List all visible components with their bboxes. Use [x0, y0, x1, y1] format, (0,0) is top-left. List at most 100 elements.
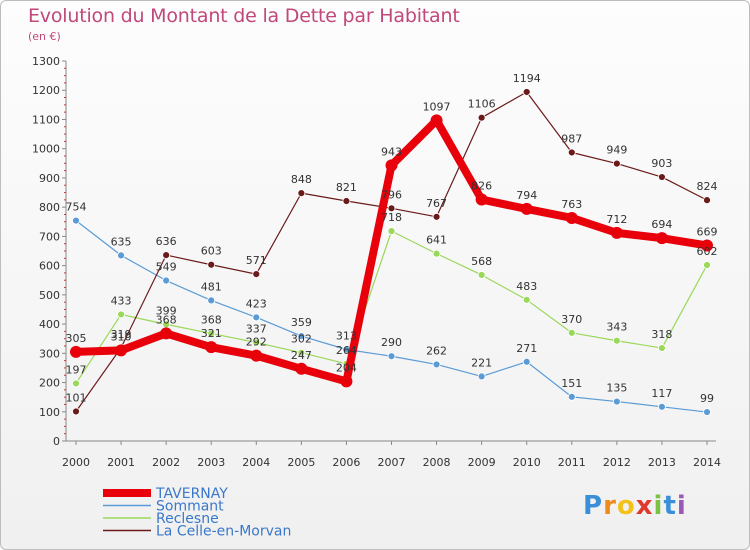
- data-label: 318: [651, 328, 672, 341]
- data-point: [658, 402, 666, 411]
- proxiti-logo: Proxiti: [583, 491, 687, 521]
- data-label: 602: [697, 245, 718, 258]
- data-point: [72, 379, 80, 388]
- data-label: 399: [156, 304, 177, 317]
- data-point: [430, 114, 443, 127]
- data-point: [387, 352, 396, 361]
- data-label: 635: [111, 235, 132, 248]
- chart-subtitle: (en €): [28, 30, 61, 43]
- data-point: [162, 251, 171, 259]
- x-tick-label: 2001: [107, 456, 135, 469]
- y-tick-label: 1000: [32, 143, 60, 156]
- data-label: 290: [381, 336, 402, 349]
- data-point: [522, 357, 531, 366]
- data-point: [475, 193, 488, 206]
- data-label: 151: [561, 377, 582, 390]
- x-tick-label: 2014: [693, 456, 721, 469]
- data-label: 763: [561, 198, 582, 211]
- y-tick-label: 1300: [32, 55, 60, 68]
- data-label: 433: [111, 294, 132, 307]
- data-point: [522, 295, 531, 304]
- data-label: 343: [606, 321, 627, 334]
- data-point: [387, 204, 396, 213]
- y-tick-label: 100: [39, 406, 60, 419]
- data-point: [477, 271, 486, 279]
- data-label: 305: [66, 332, 87, 345]
- data-point: [567, 148, 576, 157]
- x-tick-label: 2006: [332, 456, 360, 469]
- data-point: [340, 375, 353, 388]
- data-label: 718: [381, 211, 402, 224]
- data-label: 943: [381, 145, 402, 158]
- data-label: 754: [66, 201, 87, 214]
- data-point: [72, 407, 80, 416]
- data-point: [703, 408, 711, 416]
- data-label: 1097: [423, 100, 451, 113]
- data-point: [207, 329, 216, 338]
- data-point: [72, 216, 80, 225]
- data-label: 197: [66, 363, 87, 376]
- data-point: [115, 344, 128, 357]
- data-label: 636: [156, 235, 177, 248]
- data-point: [117, 310, 125, 319]
- data-label: 481: [201, 280, 222, 293]
- data-label: 321: [201, 327, 222, 340]
- data-label: 292: [246, 336, 267, 349]
- data-point: [610, 226, 623, 239]
- data-point: [567, 392, 576, 401]
- data-label: 1194: [513, 72, 541, 85]
- data-point: [385, 159, 398, 172]
- x-tick-label: 2011: [558, 456, 586, 469]
- data-label: 987: [561, 132, 582, 145]
- data-point: [207, 260, 216, 269]
- data-label: 264: [336, 344, 357, 357]
- x-tick-label: 2010: [513, 456, 541, 469]
- x-tick-label: 2003: [197, 456, 225, 469]
- data-point: [477, 113, 486, 122]
- data-point: [612, 159, 621, 168]
- chart-title: Evolution du Montant de la Dette par Hab…: [28, 5, 460, 27]
- data-point: [252, 313, 261, 322]
- y-tick-label: 800: [39, 201, 60, 214]
- data-point: [658, 344, 666, 352]
- data-point: [342, 197, 351, 205]
- x-tick-label: 2007: [378, 456, 406, 469]
- data-point: [567, 328, 576, 337]
- x-tick-label: 2005: [287, 456, 315, 469]
- data-point: [701, 239, 713, 252]
- data-label: 483: [516, 280, 537, 293]
- data-label: 848: [291, 173, 312, 186]
- data-point: [205, 341, 218, 354]
- series-line-la-celle-en-morvan: [75, 91, 708, 413]
- data-point: [117, 251, 125, 260]
- data-label: 767: [426, 197, 447, 210]
- logo-letter: P: [583, 491, 604, 521]
- data-point: [70, 345, 82, 358]
- y-tick-label: 500: [39, 289, 60, 302]
- data-point: [387, 227, 396, 236]
- data-label: 368: [156, 313, 177, 326]
- data-label: 641: [426, 234, 447, 247]
- data-label: 262: [426, 344, 447, 357]
- y-tick-label: 900: [39, 172, 60, 185]
- y-tick-label: 0: [53, 435, 60, 448]
- data-point: [432, 212, 441, 221]
- data-label: 99: [700, 392, 714, 405]
- data-label: 903: [651, 157, 672, 170]
- data-point: [477, 372, 486, 381]
- data-label: 826: [471, 180, 492, 193]
- data-label: 423: [246, 297, 267, 310]
- x-tick-label: 2002: [152, 456, 180, 469]
- data-point: [297, 348, 306, 357]
- logo-letter: i: [676, 491, 687, 521]
- x-tick-label: 2008: [423, 456, 451, 469]
- data-point: [160, 327, 173, 340]
- data-label: 204: [336, 361, 357, 374]
- y-tick-label: 1100: [32, 113, 60, 126]
- data-label: 370: [561, 313, 582, 326]
- data-label: 669: [697, 225, 718, 238]
- y-tick-label: 400: [39, 318, 60, 331]
- data-point: [432, 360, 441, 369]
